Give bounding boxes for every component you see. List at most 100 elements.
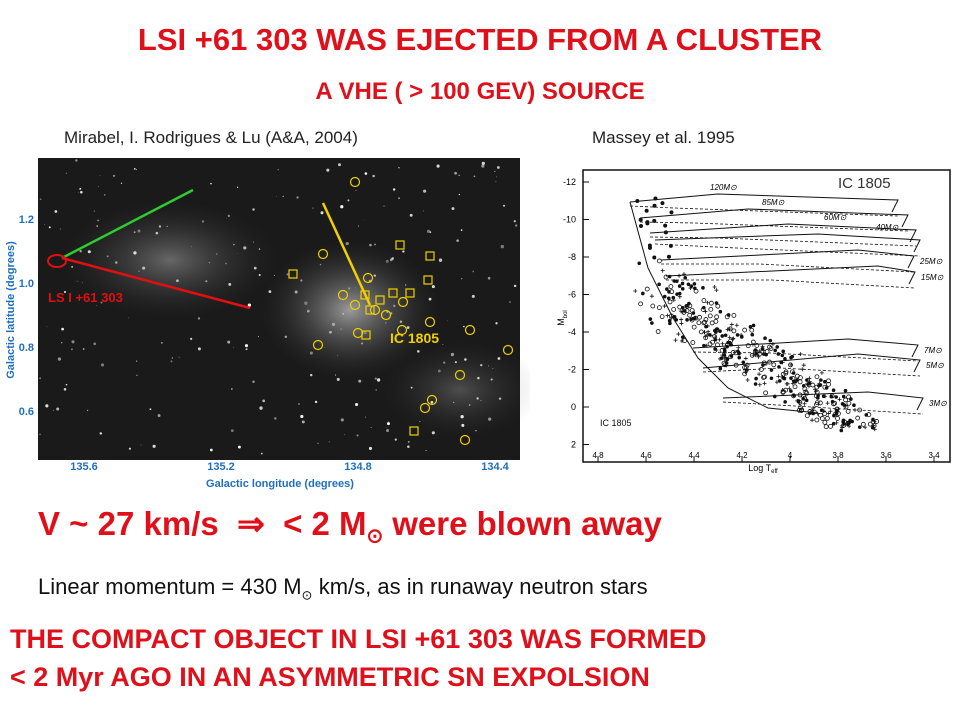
star xyxy=(63,388,67,391)
star-point xyxy=(801,396,806,401)
star-point xyxy=(679,317,684,322)
star-point xyxy=(676,332,681,337)
star-point xyxy=(768,346,774,351)
inner-label: IC 1805 xyxy=(600,418,632,428)
star-point xyxy=(736,345,741,350)
star-point xyxy=(722,347,727,351)
star-point xyxy=(675,292,679,296)
star-circle xyxy=(424,316,436,328)
star-point xyxy=(737,351,741,356)
star-point xyxy=(796,407,802,413)
zams xyxy=(629,201,819,414)
star-point xyxy=(834,395,838,399)
star xyxy=(274,417,277,420)
star-circle xyxy=(380,309,392,321)
star-point xyxy=(770,342,775,347)
mass-label: 120M⊙ xyxy=(710,183,737,192)
star-circle xyxy=(419,402,431,414)
star-point xyxy=(872,427,877,432)
nebula xyxy=(260,240,440,380)
star-point xyxy=(683,275,688,280)
star xyxy=(326,168,330,172)
star-point xyxy=(704,343,709,348)
star-point xyxy=(741,360,746,365)
star-circle xyxy=(459,434,471,446)
star-point xyxy=(814,402,819,407)
star-point xyxy=(852,403,856,407)
star-point xyxy=(750,332,755,337)
star-point xyxy=(703,317,709,322)
star-point xyxy=(771,362,777,368)
red-line xyxy=(61,256,251,310)
star xyxy=(436,164,440,168)
star xyxy=(71,348,73,351)
star-point xyxy=(819,370,824,375)
star-point xyxy=(730,350,736,355)
track xyxy=(639,208,909,228)
star xyxy=(178,356,180,358)
star-point xyxy=(792,393,796,398)
star-point xyxy=(773,394,777,399)
star-point xyxy=(777,365,781,369)
y-tick-label: 2 xyxy=(571,440,576,450)
star-point xyxy=(811,406,816,411)
y-axis-label: Galactic latitude (degrees) xyxy=(5,241,17,379)
star-circle xyxy=(454,369,466,381)
star xyxy=(481,164,485,168)
star-point xyxy=(641,291,645,296)
arrow: ⇒ xyxy=(237,505,265,542)
track xyxy=(660,249,915,269)
green-line xyxy=(61,188,194,260)
y-tick-label: -6 xyxy=(568,290,576,300)
hr-diagram: IC 1805 IC 1805 Mbol Log Teff -12 -10 -8 -6… xyxy=(538,158,958,473)
star-point xyxy=(757,382,762,387)
star xyxy=(161,342,163,344)
track xyxy=(654,233,921,253)
star xyxy=(59,228,61,230)
star-point xyxy=(712,285,717,290)
star xyxy=(133,167,136,170)
star-point xyxy=(860,421,866,427)
star-point xyxy=(807,376,812,381)
star-point xyxy=(705,300,710,305)
star-point xyxy=(792,379,796,384)
star-point xyxy=(817,400,823,406)
star-point xyxy=(645,221,650,226)
star xyxy=(364,416,366,418)
star-point xyxy=(650,321,654,325)
sun-symbol: ⊙ xyxy=(366,525,384,548)
conclusion-line: THE COMPACT OBJECT IN LSI +61 303 WAS FO… xyxy=(10,624,707,654)
star-point xyxy=(729,354,734,358)
star-point xyxy=(662,294,667,299)
star-point xyxy=(652,203,657,208)
yellow-line xyxy=(321,202,372,306)
star xyxy=(262,399,265,403)
track xyxy=(666,279,916,289)
star xyxy=(364,172,368,175)
x-tick-label: 4.2 xyxy=(736,451,748,460)
y-tick-label: -2 xyxy=(568,365,576,375)
star-point xyxy=(767,359,772,365)
star-circle xyxy=(396,324,408,336)
star-point xyxy=(804,413,810,419)
star xyxy=(372,174,375,178)
text: km/s, as in runaway neutron stars xyxy=(318,574,648,599)
star-point xyxy=(669,210,674,215)
star-point xyxy=(775,345,780,349)
star xyxy=(458,193,461,196)
title: LSI +61 303 WAS EJECTED FROM A CLUSTER xyxy=(137,22,823,57)
star-point xyxy=(655,329,661,334)
star xyxy=(79,187,82,190)
star xyxy=(93,210,96,212)
star xyxy=(402,250,405,253)
star-point xyxy=(693,288,699,294)
star-point xyxy=(750,342,755,347)
star-square xyxy=(409,426,419,436)
track xyxy=(639,221,909,232)
star-point xyxy=(826,411,831,416)
star-circle xyxy=(397,296,409,308)
star-point xyxy=(857,407,863,413)
star-point xyxy=(835,416,840,421)
star xyxy=(460,229,463,231)
star-point xyxy=(735,333,740,337)
